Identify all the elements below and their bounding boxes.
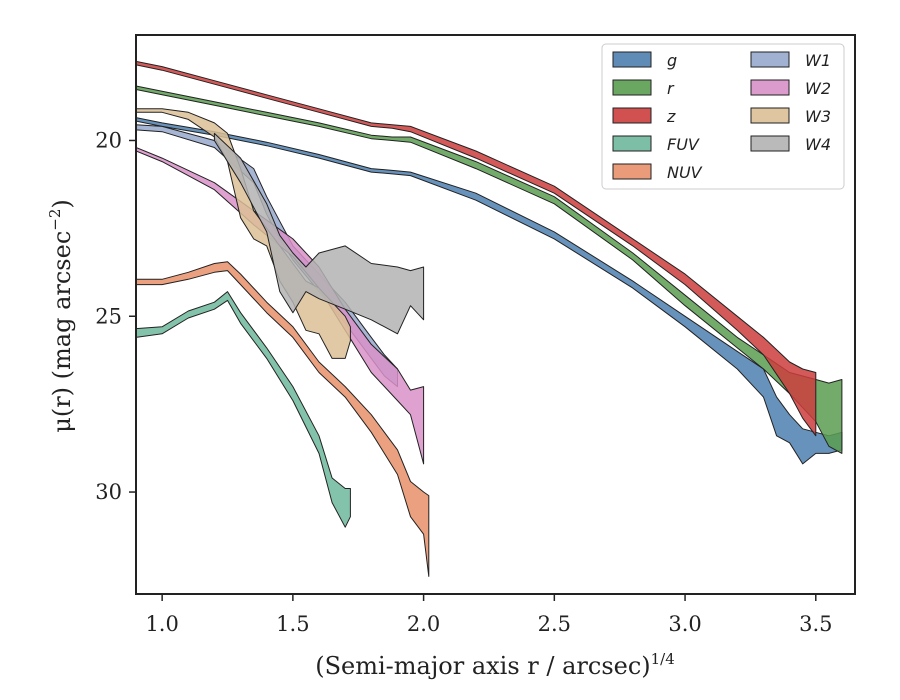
x-axis-title: (Semi-major axis r / arcsec)1/4	[315, 650, 675, 680]
series-layer	[136, 60, 843, 577]
legend-label-nuv: NUV	[667, 163, 703, 182]
x-tick-label: 1.0	[145, 612, 178, 636]
legend-swatch-w3	[750, 107, 790, 124]
legend-label-w3: W3	[805, 107, 831, 126]
plot-frame	[135, 34, 856, 595]
legend-label-fuv: FUV	[667, 135, 700, 154]
y-axis-title: μ(r) (mag arcsec−2)	[46, 199, 76, 433]
y-tick-label: 30	[95, 480, 122, 504]
series-band-nuv	[136, 261, 430, 577]
legend-label-z: z	[666, 107, 676, 126]
legend-swatch-nuv	[612, 163, 652, 180]
legend-swatch-z	[612, 107, 652, 124]
legend-label-r: r	[667, 79, 675, 98]
legend-swatch-w1	[750, 51, 790, 68]
legend-swatch-w2	[750, 79, 790, 96]
axes-layer: 1.0 1.5 2.0 2.5 3.0 3.5 20 25 30	[95, 34, 856, 636]
legend-label-g: g	[667, 51, 677, 70]
series-band-z	[136, 60, 817, 437]
y-tick-label: 20	[95, 128, 122, 152]
x-tick-label: 3.5	[799, 612, 832, 636]
legend-label-w2: W2	[805, 79, 831, 98]
series-band-r	[136, 85, 843, 454]
x-tick-label: 1.5	[276, 612, 309, 636]
legend-swatch-g	[612, 51, 652, 68]
legend: grz FUV NUV W1 W2 W3 W4	[601, 43, 845, 190]
legend-swatch-r	[612, 79, 652, 96]
x-tick-label: 2.0	[407, 612, 440, 636]
x-tick-label: 2.5	[538, 612, 571, 636]
series-band-fuv	[136, 291, 351, 528]
series-group	[136, 60, 843, 577]
legend-swatch-fuv	[612, 135, 652, 152]
x-tick-label: 3.0	[668, 612, 701, 636]
legend-label-w4: W4	[805, 135, 831, 154]
y-tick-label: 25	[95, 304, 122, 328]
legend-label-w1: W1	[805, 51, 831, 70]
series-band-w4	[213, 132, 425, 335]
legend-swatch-w4	[750, 135, 790, 152]
